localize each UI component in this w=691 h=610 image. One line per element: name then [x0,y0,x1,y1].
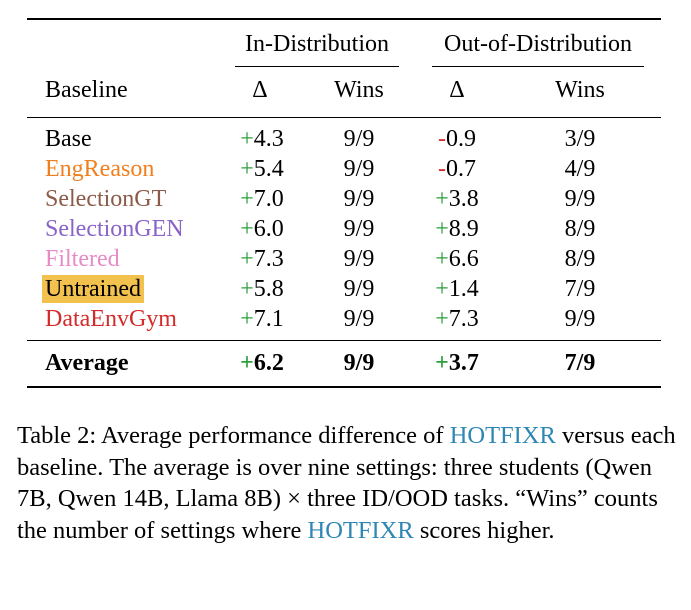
id-delta: +7.3 [240,245,284,273]
ood-delta: +8.9 [435,215,479,243]
column-header-ood-wins: Wins [555,77,605,103]
id-delta-value: 5.4 [253,156,284,182]
column-header-id-delta: Δ [252,77,268,103]
table-top-rule [27,18,661,20]
ood-delta-sign: + [435,186,449,212]
column-header-id-wins: Wins [334,77,384,103]
id-wins: 9/9 [343,186,375,212]
baseline-name: SelectionGT [45,186,167,212]
baseline-name: DataEnvGym [45,306,177,332]
baseline-name: Untrained [42,275,144,303]
cmidrule-out-of-distribution [432,66,644,67]
id-delta-sign: + [240,186,254,212]
id-wins: 9/9 [343,126,375,152]
id-delta: +5.8 [240,275,284,303]
average-id-delta-value: 6.2 [253,350,284,376]
ood-wins: 3/9 [564,126,596,152]
average-id-delta: +6.2 [240,349,284,377]
id-delta-value: 7.3 [253,246,284,272]
id-wins: 9/9 [343,156,375,182]
ood-delta-sign: + [435,276,449,302]
id-wins: 9/9 [343,306,375,332]
group-header-in-distribution: In-Distribution [245,31,389,57]
ood-delta: -0.9 [438,125,476,153]
ood-delta-sign: + [435,246,449,272]
average-ood-wins: 7/9 [564,350,596,376]
table-caption: Table 2: Average performance difference … [17,420,677,546]
average-ood-delta-value: 3.7 [448,350,479,376]
table-header-rule [27,117,661,119]
ood-delta-value: 1.4 [448,276,479,302]
ood-delta-value: 0.9 [446,126,476,152]
ood-delta: +1.4 [435,275,479,303]
table-average-rule [27,340,661,342]
id-delta-sign: + [240,306,254,332]
column-header-baseline: Baseline [45,77,128,103]
average-id-sign: + [240,350,254,376]
caption-hotfixr-link-1[interactable]: HOTFIXR [449,422,556,449]
id-delta: +6.0 [240,215,284,243]
cmidrule-in-distribution [235,66,399,67]
ood-delta-sign: + [435,216,449,242]
id-delta: +7.1 [240,305,284,333]
id-wins: 9/9 [343,216,375,242]
table-bottom-rule [27,386,661,388]
ood-delta-sign: - [438,126,446,152]
baseline-name: Filtered [45,246,120,272]
id-delta-sign: + [240,216,254,242]
baseline-name: SelectionGEN [45,216,184,242]
id-delta: +4.3 [240,125,284,153]
id-delta-value: 7.1 [253,306,284,332]
ood-delta-value: 8.9 [448,216,479,242]
id-delta: +7.0 [240,185,284,213]
average-id-wins: 9/9 [343,350,375,376]
average-ood-delta: +3.7 [435,349,479,377]
ood-delta: -0.7 [438,155,476,183]
ood-wins: 9/9 [564,306,596,332]
ood-delta-value: 3.8 [448,186,479,212]
ood-delta-value: 7.3 [448,306,479,332]
ood-wins: 8/9 [564,216,596,242]
id-wins: 9/9 [343,246,375,272]
id-wins: 9/9 [343,276,375,302]
id-delta-sign: + [240,246,254,272]
group-header-out-of-distribution: Out-of-Distribution [444,31,632,57]
id-delta-value: 6.0 [253,216,284,242]
caption-part-2: versus each baseline. The average is ove… [17,422,682,544]
ood-delta-sign: + [435,306,449,332]
caption-part-3: scores higher. [413,516,555,544]
ood-wins: 8/9 [564,246,596,272]
id-delta-value: 4.3 [253,126,284,152]
ood-wins: 4/9 [564,156,596,182]
ood-delta-value: 0.7 [446,156,476,182]
ood-delta: +6.6 [435,245,479,273]
ood-delta-value: 6.6 [448,246,479,272]
average-ood-sign: + [435,350,449,376]
column-header-ood-delta: Δ [449,77,465,103]
caption-hotfixr-link-2[interactable]: HOTFIXR [307,516,414,544]
ood-delta-sign: - [438,156,446,182]
ood-delta: +3.8 [435,185,479,213]
ood-wins: 7/9 [564,276,596,302]
id-delta-sign: + [240,126,254,152]
caption-part-1: Table 2: Average performance difference … [17,422,450,449]
baseline-name: Base [45,126,92,152]
id-delta-value: 5.8 [253,276,284,302]
id-delta-sign: + [240,156,254,182]
average-label: Average [45,350,129,376]
baseline-name: EngReason [45,156,155,182]
id-delta: +5.4 [240,155,284,183]
ood-delta: +7.3 [435,305,479,333]
id-delta-sign: + [240,276,254,302]
id-delta-value: 7.0 [253,186,284,212]
ood-wins: 9/9 [564,186,596,212]
